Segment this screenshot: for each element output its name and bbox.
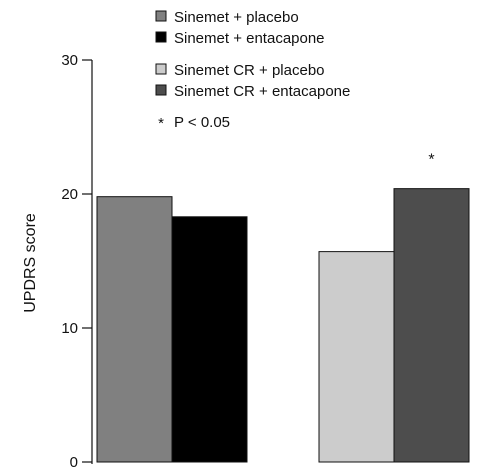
bar-sinemet-cr-placebo <box>318 251 395 463</box>
y-tick-label: 10 <box>61 320 78 337</box>
significance-marker: * <box>428 152 434 169</box>
y-axis: 0 10 20 30 <box>61 52 93 468</box>
legend-swatch <box>155 31 167 43</box>
legend-swatch <box>155 10 167 22</box>
y-tick-label: 20 <box>61 186 78 203</box>
y-axis-title: UPDRS score <box>22 213 39 313</box>
y-tick-label: 30 <box>61 52 78 69</box>
plot-area: * <box>96 152 470 463</box>
y-tick-label: 0 <box>70 454 78 468</box>
legend: Sinemet + placebo Sinemet + entacapone Sin… <box>155 9 350 132</box>
legend-label: Sinemet + entacapone <box>174 30 325 47</box>
legend-label: Sinemet CR + placebo <box>174 62 325 79</box>
legend-label: Sinemet CR + entacapone <box>174 83 350 100</box>
legend-swatch <box>155 84 167 96</box>
legend-note-text: P < 0.05 <box>174 114 230 131</box>
bar-sinemet-cr-entacapone <box>393 188 470 463</box>
legend-label: Sinemet + placebo <box>174 9 299 26</box>
legend-note-symbol: * <box>158 115 164 132</box>
bar-sinemet-placebo <box>96 196 173 463</box>
bar-sinemet-entacapone <box>171 216 248 463</box>
legend-swatch <box>155 63 167 75</box>
